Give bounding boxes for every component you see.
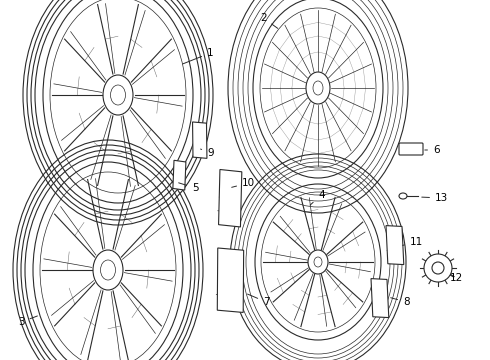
Ellipse shape xyxy=(424,254,452,282)
Polygon shape xyxy=(173,160,186,190)
Text: 5: 5 xyxy=(179,183,198,193)
Text: 13: 13 xyxy=(422,193,448,203)
Text: 3: 3 xyxy=(18,316,37,327)
Ellipse shape xyxy=(399,193,407,199)
Text: 12: 12 xyxy=(450,273,463,283)
Ellipse shape xyxy=(432,262,444,274)
Text: 4: 4 xyxy=(310,190,325,205)
Polygon shape xyxy=(219,170,242,227)
Text: 10: 10 xyxy=(232,178,255,188)
Text: 6: 6 xyxy=(425,145,440,155)
Text: 7: 7 xyxy=(247,294,270,307)
Polygon shape xyxy=(371,279,389,318)
Polygon shape xyxy=(386,226,404,265)
Polygon shape xyxy=(217,248,244,312)
Text: 8: 8 xyxy=(391,297,410,307)
Text: 1: 1 xyxy=(183,48,214,64)
Text: 11: 11 xyxy=(403,237,423,247)
Polygon shape xyxy=(193,122,207,158)
Text: 2: 2 xyxy=(260,13,278,28)
Text: 9: 9 xyxy=(200,148,214,158)
FancyBboxPatch shape xyxy=(399,143,423,155)
